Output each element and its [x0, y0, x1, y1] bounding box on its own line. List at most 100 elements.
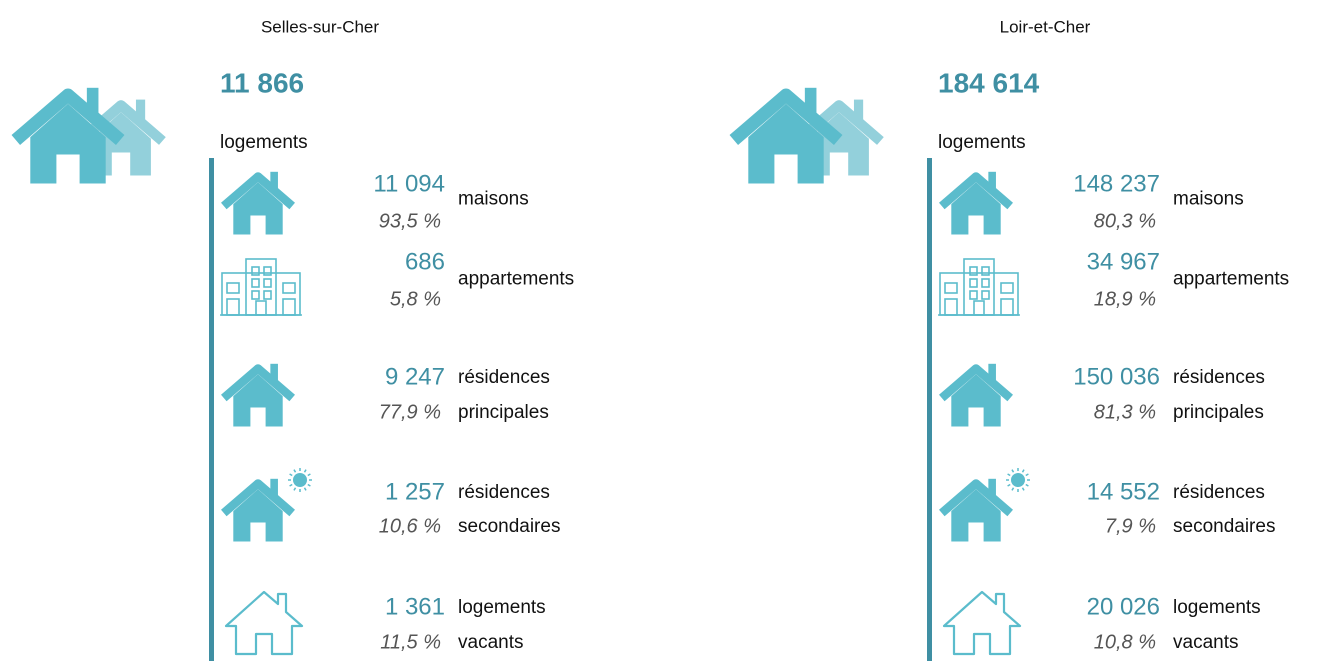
item-percent: 7,9 % [1105, 515, 1156, 537]
ray [303, 487, 307, 491]
item-percent: 10,6 % [379, 515, 441, 537]
vacant-icon [942, 590, 1022, 656]
item-value: 11 094 [373, 170, 445, 197]
door [944, 298, 958, 316]
chimney [270, 171, 278, 189]
window [251, 278, 260, 288]
house-body [748, 103, 824, 184]
house-icon [221, 171, 295, 235]
outline [221, 272, 301, 316]
roof [11, 88, 125, 145]
house-body [951, 374, 1001, 427]
ray [1021, 469, 1025, 473]
ray [1007, 483, 1011, 487]
ray [1025, 473, 1029, 477]
ray [307, 483, 311, 487]
item-percent: 18,9 % [1094, 288, 1156, 310]
roof [221, 364, 295, 402]
house-body [233, 374, 283, 427]
house-body [951, 489, 1001, 542]
ray [293, 487, 297, 491]
house-icon [939, 171, 1013, 235]
door [282, 298, 296, 316]
building-icon [938, 258, 1020, 316]
outline [942, 590, 1022, 656]
door [226, 298, 240, 316]
window [263, 278, 272, 288]
chimney [988, 478, 996, 496]
ray [289, 483, 293, 487]
outline [224, 590, 304, 656]
area-title: Loir-et-Cher [1000, 17, 1091, 36]
house-icon [221, 478, 295, 542]
item-label: maisons [1173, 189, 1244, 210]
chimney [270, 478, 278, 496]
window [1000, 282, 1014, 294]
ray [1007, 473, 1011, 477]
item-percent: 5,8 % [390, 288, 441, 310]
house-body [951, 182, 1001, 235]
total: 11 866 [220, 67, 304, 98]
sun [1011, 473, 1025, 487]
window [251, 290, 260, 300]
item-label: principales [458, 402, 549, 423]
ray [303, 469, 307, 473]
house-body [30, 103, 106, 184]
outline [939, 272, 1019, 316]
item-value: 150 036 [1073, 363, 1160, 390]
ray [307, 473, 311, 477]
item-label: secondaires [1173, 516, 1275, 537]
chimney [270, 363, 278, 381]
item-value: 14 552 [1087, 478, 1160, 505]
window [969, 290, 978, 300]
sun [293, 473, 307, 487]
roof [221, 172, 295, 210]
roof [729, 88, 843, 145]
total: 184 614 [938, 67, 1040, 98]
ray [1021, 487, 1025, 491]
item-percent: 77,9 % [379, 401, 441, 423]
big-house-front [11, 87, 125, 184]
item-value: 34 967 [1087, 248, 1160, 275]
item-value: 148 237 [1073, 170, 1160, 197]
window [981, 278, 990, 288]
house-icon [221, 363, 295, 427]
ray [1025, 483, 1029, 487]
door [255, 300, 267, 316]
roof [939, 479, 1013, 517]
window [944, 282, 958, 294]
big-house-front [729, 87, 843, 184]
item-value: 9 247 [385, 363, 445, 390]
ray [1011, 487, 1015, 491]
item-label: appartements [1173, 269, 1289, 290]
house-icon [939, 363, 1013, 427]
chimney [135, 99, 146, 121]
item-label: résidences [458, 482, 550, 503]
item-label: vacants [1173, 632, 1238, 653]
item-label: résidences [1173, 367, 1265, 388]
window [282, 282, 296, 294]
item-percent: 81,3 % [1094, 401, 1156, 423]
item-value: 20 026 [1087, 593, 1160, 620]
item-label: principales [1173, 402, 1264, 423]
window [981, 290, 990, 300]
divider [927, 158, 932, 661]
chimney [86, 87, 99, 114]
door [973, 300, 985, 316]
ray [289, 473, 293, 477]
item-label: résidences [1173, 482, 1265, 503]
item-percent: 80,3 % [1094, 210, 1156, 232]
item-label: maisons [458, 189, 529, 210]
item-label: logements [458, 597, 546, 618]
total-label: logements [938, 132, 1026, 153]
window [251, 266, 260, 276]
chimney [853, 99, 864, 121]
window [263, 290, 272, 300]
item-label: logements [1173, 597, 1261, 618]
window [263, 266, 272, 276]
area-title: Selles-sur-Cher [261, 17, 379, 36]
house-icon [939, 478, 1013, 542]
item-value: 1 257 [385, 478, 445, 505]
roof [221, 479, 295, 517]
item-value: 1 361 [385, 593, 445, 620]
